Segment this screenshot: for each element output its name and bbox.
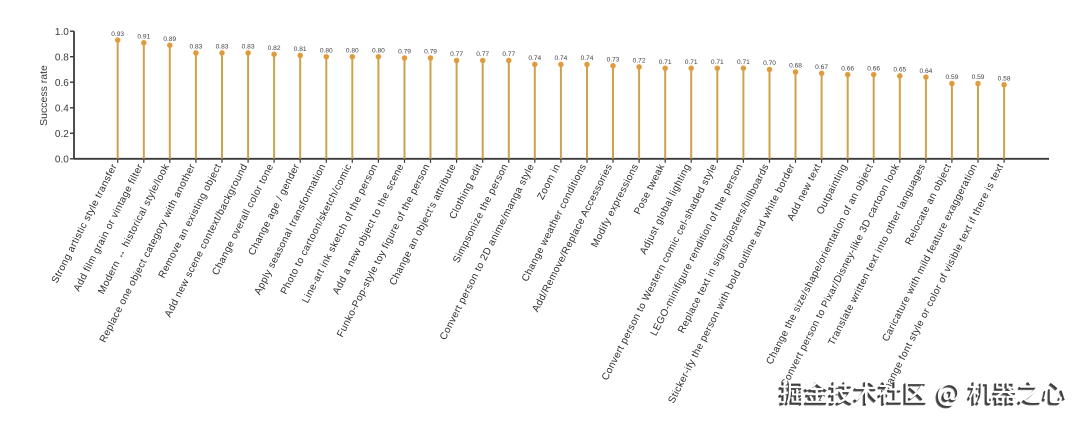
svg-text:0.74: 0.74	[528, 55, 541, 62]
svg-text:0.91: 0.91	[137, 33, 150, 40]
svg-text:0.59: 0.59	[945, 74, 958, 81]
svg-text:0.80: 0.80	[320, 47, 333, 54]
svg-text:0.83: 0.83	[216, 44, 229, 51]
svg-text:0.65: 0.65	[893, 67, 906, 74]
svg-text:0.77: 0.77	[502, 51, 515, 58]
svg-text:0.64: 0.64	[919, 68, 932, 75]
svg-text:0.93: 0.93	[111, 31, 124, 38]
svg-text:0.80: 0.80	[346, 47, 359, 54]
svg-text:0.0: 0.0	[55, 154, 69, 165]
svg-text:0.71: 0.71	[685, 59, 698, 66]
svg-text:0.89: 0.89	[163, 36, 176, 43]
svg-text:0.59: 0.59	[972, 74, 985, 81]
svg-text:0.83: 0.83	[242, 44, 255, 51]
svg-text:0.71: 0.71	[711, 59, 724, 66]
svg-text:0.74: 0.74	[581, 55, 594, 62]
svg-text:0.8: 0.8	[55, 52, 69, 63]
svg-text:0.67: 0.67	[815, 64, 828, 71]
svg-text:0.58: 0.58	[998, 76, 1011, 83]
svg-text:0.66: 0.66	[841, 65, 854, 72]
svg-text:0.79: 0.79	[398, 49, 411, 56]
svg-text:0.79: 0.79	[424, 49, 437, 56]
svg-text:Success rate: Success rate	[38, 65, 50, 126]
svg-text:0.68: 0.68	[789, 63, 802, 70]
svg-text:0.72: 0.72	[633, 58, 646, 65]
svg-text:0.71: 0.71	[659, 59, 672, 66]
svg-text:0.77: 0.77	[476, 51, 489, 58]
svg-text:0.74: 0.74	[554, 55, 567, 62]
svg-text:0.71: 0.71	[737, 59, 750, 66]
svg-text:0.73: 0.73	[607, 56, 620, 63]
svg-text:0.2: 0.2	[55, 129, 69, 140]
svg-text:0.4: 0.4	[55, 103, 69, 114]
svg-text:1.0: 1.0	[55, 27, 69, 38]
svg-text:0.82: 0.82	[268, 45, 281, 52]
svg-text:0.83: 0.83	[189, 44, 202, 51]
svg-text:0.70: 0.70	[763, 60, 776, 67]
svg-text:0.81: 0.81	[294, 46, 307, 53]
svg-text:0.80: 0.80	[372, 47, 385, 54]
svg-text:0.77: 0.77	[450, 51, 463, 58]
svg-text:0.6: 0.6	[55, 78, 69, 89]
svg-text:0.66: 0.66	[867, 65, 880, 72]
